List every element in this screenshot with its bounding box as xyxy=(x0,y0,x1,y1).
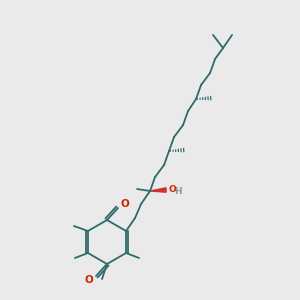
Text: H: H xyxy=(174,187,182,196)
Polygon shape xyxy=(150,188,166,192)
Text: O: O xyxy=(168,184,176,194)
Text: O: O xyxy=(121,199,129,209)
Text: O: O xyxy=(85,275,93,285)
